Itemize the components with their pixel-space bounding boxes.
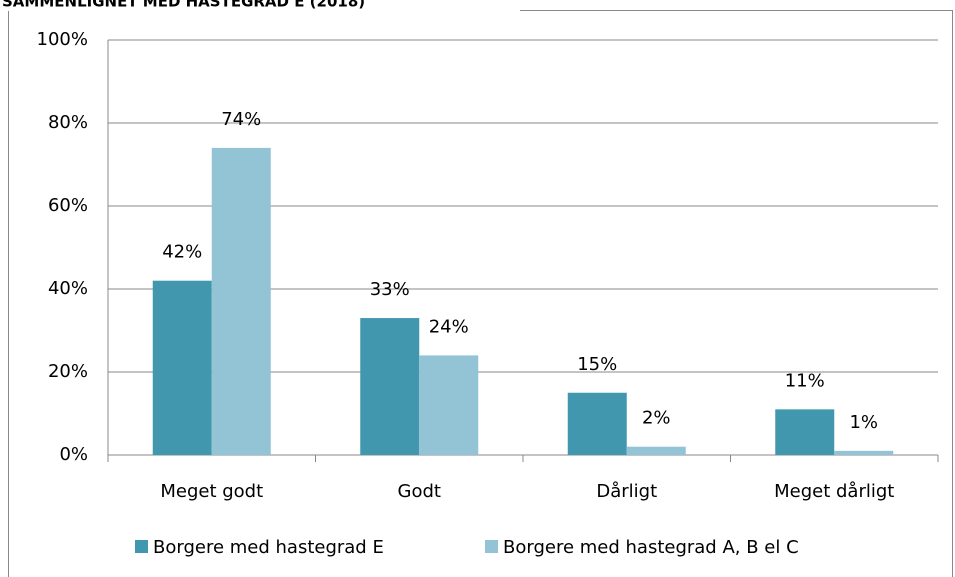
x-tick-label: Godt xyxy=(398,481,441,502)
bar xyxy=(567,392,627,455)
x-tick-label: Meget godt xyxy=(160,481,263,502)
y-tick-label: 40% xyxy=(48,278,88,299)
data-label: 24% xyxy=(429,316,469,337)
legend-label: Borgere med hastegrad E xyxy=(153,537,384,558)
x-tick-label: Meget dårligt xyxy=(774,481,894,502)
y-tick-label: 60% xyxy=(48,195,88,216)
bar xyxy=(834,450,894,455)
data-label: 11% xyxy=(785,370,825,391)
data-label: 1% xyxy=(849,412,878,433)
bar xyxy=(152,280,212,455)
y-tick-label: 100% xyxy=(37,29,88,50)
data-label: 74% xyxy=(221,109,261,130)
bar xyxy=(419,355,479,455)
bar xyxy=(775,409,835,455)
chart-title: SAMMENLIGNET MED HASTEGRAD E (2018) xyxy=(2,0,365,11)
bar xyxy=(211,147,271,455)
legend-swatch xyxy=(135,540,148,553)
bar xyxy=(360,318,420,455)
bar xyxy=(626,446,686,455)
data-label: 15% xyxy=(577,354,617,375)
y-tick-label: 20% xyxy=(48,361,88,382)
y-tick-label: 0% xyxy=(59,444,88,465)
legend-label: Borgere med hastegrad A, B el C xyxy=(503,537,799,558)
title-background xyxy=(0,0,520,11)
data-label: 2% xyxy=(642,408,671,429)
data-label: 33% xyxy=(370,279,410,300)
legend-swatch xyxy=(485,540,498,553)
y-tick-label: 80% xyxy=(48,112,88,133)
data-label: 42% xyxy=(162,242,202,263)
x-tick-label: Dårligt xyxy=(596,481,657,502)
